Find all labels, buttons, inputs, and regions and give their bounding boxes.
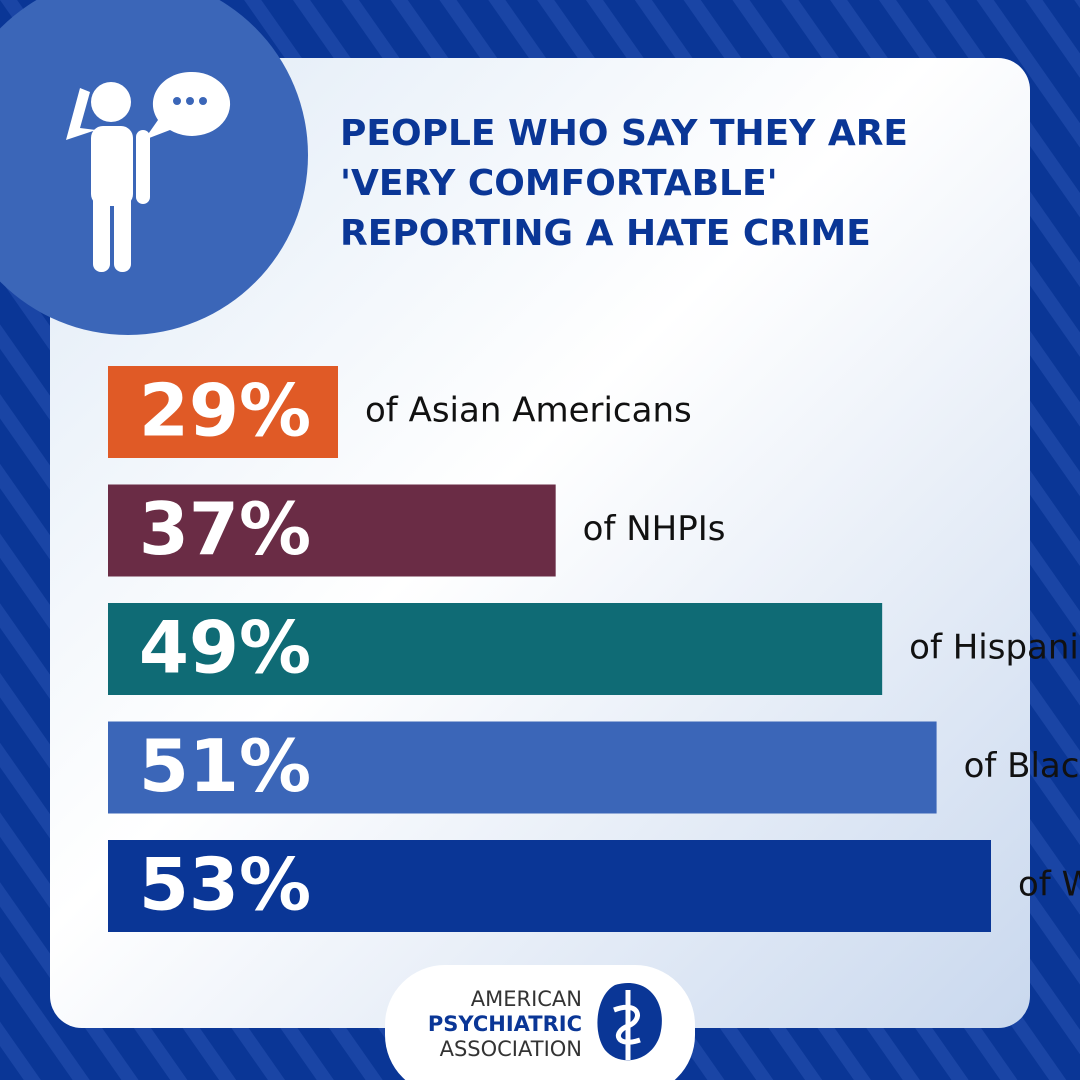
title-line: REPORTING A HATE CRIME bbox=[340, 213, 871, 254]
bar bbox=[108, 366, 338, 458]
category-label: of Hispanics/Latinos bbox=[909, 628, 1080, 668]
bar bbox=[108, 603, 883, 695]
category-label: of Whites bbox=[1018, 865, 1080, 905]
logo-text: AMERICAN bbox=[471, 987, 582, 1011]
category-label: of Blacks/African Americans bbox=[964, 746, 1080, 786]
value-label: 37% bbox=[139, 487, 311, 571]
value-label: 29% bbox=[139, 369, 311, 453]
title-line: 'VERY COMFORTABLE' bbox=[340, 163, 778, 204]
category-label: of NHPIs bbox=[583, 509, 726, 549]
logo-emblem bbox=[597, 983, 662, 1061]
value-label: 49% bbox=[139, 606, 311, 690]
logo-text: ASSOCIATION bbox=[440, 1037, 582, 1061]
logo-text: PSYCHIATRIC bbox=[428, 1012, 582, 1036]
value-label: 53% bbox=[139, 843, 311, 927]
title-line: PEOPLE WHO SAY THEY ARE bbox=[340, 113, 908, 154]
bar bbox=[108, 840, 991, 932]
bar bbox=[108, 484, 556, 577]
icon-circle bbox=[0, 0, 308, 335]
category-label: of Asian Americans bbox=[365, 391, 692, 431]
bar bbox=[108, 721, 937, 814]
person-icon bbox=[66, 71, 231, 272]
title: PEOPLE WHO SAY THEY ARE 'VERY COMFORTABLE… bbox=[340, 113, 908, 254]
bars: 29% of Asian Americans 37% of NHPIs 49% of Hi… bbox=[108, 366, 1080, 932]
value-label: 51% bbox=[139, 724, 311, 808]
